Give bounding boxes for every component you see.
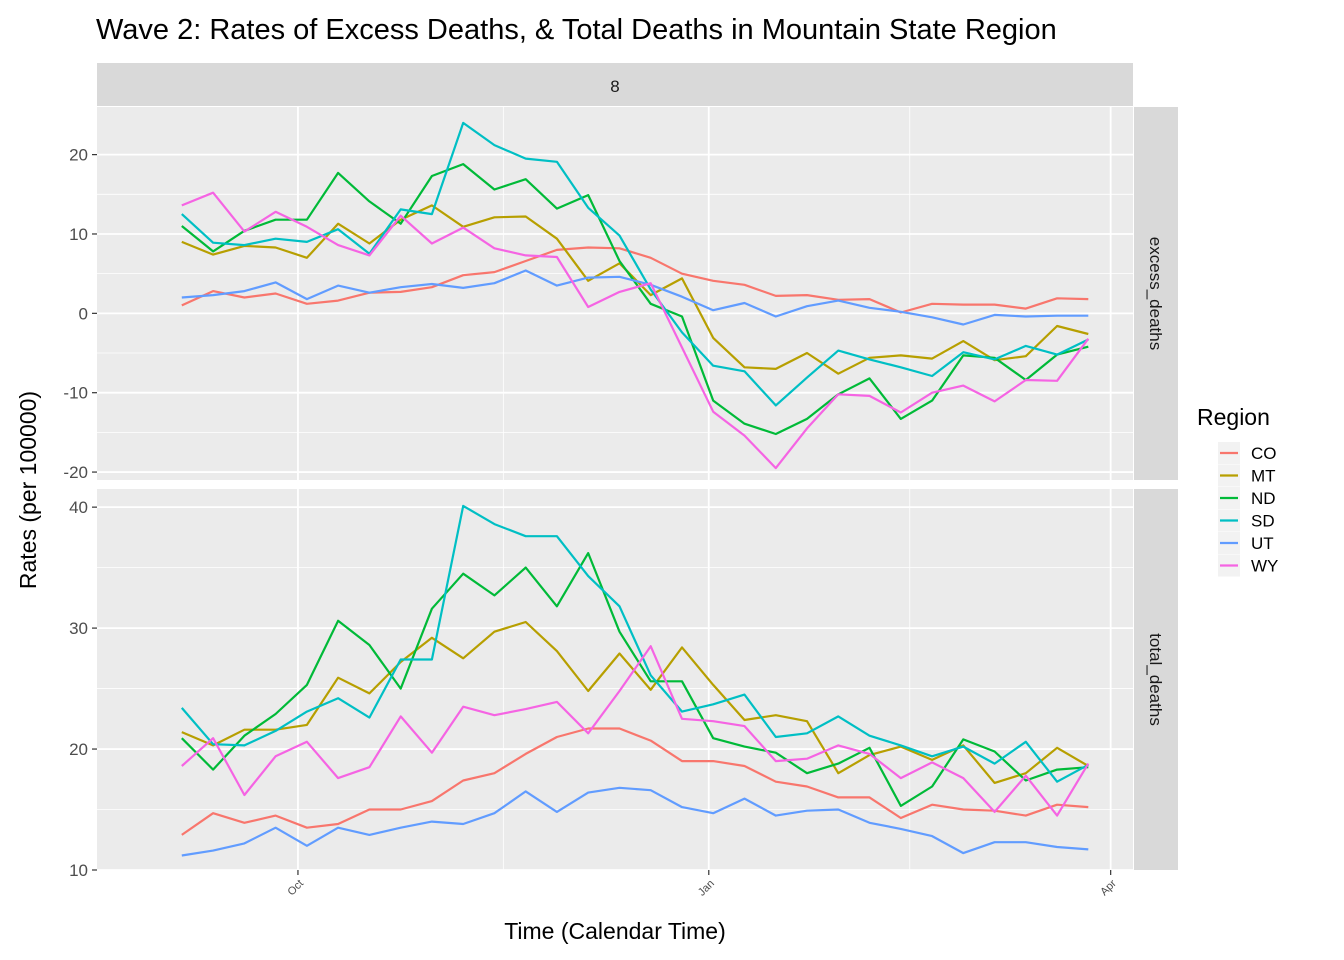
- y-tick-label: 30: [69, 619, 88, 638]
- x-tick-label: Jan: [696, 878, 717, 899]
- series-line-co-total-deaths: [181, 727, 1089, 836]
- side-strip-label: excess_deaths: [1146, 237, 1165, 350]
- legend-label-sd: SD: [1251, 512, 1275, 531]
- y-tick-label: 20: [69, 146, 88, 165]
- panel-excess-deaths: -20 -10 0 10 20 excess_deaths: [63, 107, 1178, 482]
- x-axis-label: Time (Calendar Time): [504, 918, 726, 944]
- legend: Region CO MT ND SD UT WY: [1197, 404, 1278, 577]
- y-tick-label: 0: [79, 304, 88, 323]
- legend-label-co: CO: [1251, 444, 1277, 463]
- y-tick-label: 10: [69, 861, 88, 880]
- legend-label-nd: ND: [1251, 489, 1276, 508]
- series-line-wy-excess-deaths: [181, 191, 1090, 470]
- legend-label-wy: WY: [1251, 557, 1278, 576]
- y-tick-label: 40: [69, 498, 88, 517]
- y-tick-label: -20: [63, 463, 88, 482]
- series-line-nd-total-deaths: [181, 551, 1089, 808]
- side-strip-label: total_deaths: [1146, 633, 1165, 726]
- series-line-mt-total-deaths: [181, 620, 1089, 785]
- legend-title: Region: [1197, 404, 1270, 430]
- panel-background: [97, 489, 1133, 870]
- y-tick-label: 20: [69, 740, 88, 759]
- series-line-mt-excess-deaths: [181, 204, 1089, 375]
- side-strip: [1134, 489, 1178, 870]
- top-strip: [97, 63, 1133, 106]
- y-axis-label: Rates (per 100000): [15, 391, 41, 589]
- x-tick-label: Apr: [1098, 877, 1119, 898]
- series-line-sd-total-deaths: [180, 504, 1089, 783]
- chart-title: Wave 2: Rates of Excess Deaths, & Total …: [96, 14, 1057, 46]
- series-line-sd-excess-deaths: [181, 121, 1089, 407]
- legend-label-mt: MT: [1251, 467, 1276, 486]
- x-tick-label: Oct: [285, 878, 306, 899]
- y-tick-label: 10: [69, 225, 88, 244]
- panel-total-deaths: 10 20 30 40 total_deaths: [69, 489, 1178, 880]
- x-axis: Oct Jan Apr: [285, 870, 1119, 899]
- series-line-wy-total-deaths: [181, 645, 1090, 817]
- top-strip-label: 8: [610, 77, 619, 96]
- series-line-ut-total-deaths: [181, 786, 1089, 857]
- legend-label-ut: UT: [1251, 534, 1274, 553]
- series-line-nd-excess-deaths: [181, 163, 1089, 436]
- series-line-co-excess-deaths: [181, 246, 1089, 314]
- y-tick-label: -10: [63, 384, 88, 403]
- series-line-ut-excess-deaths: [181, 269, 1089, 326]
- side-strip: [1134, 107, 1178, 480]
